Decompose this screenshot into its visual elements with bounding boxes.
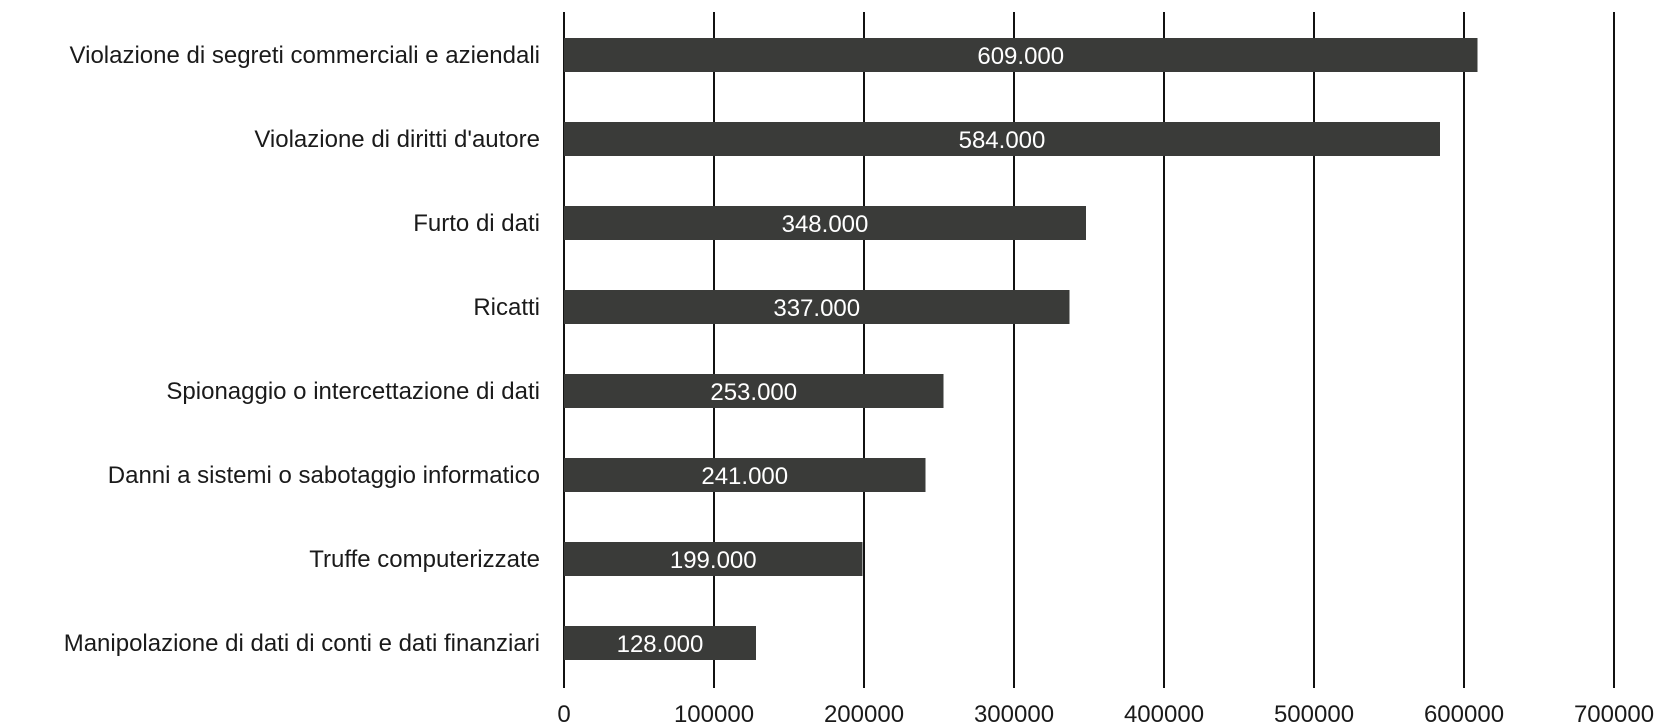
category-label: Danni a sistemi o sabotaggio informatico (108, 462, 540, 489)
bar-value-label: 337.000 (773, 295, 860, 322)
bar-value-label: 348.000 (782, 211, 869, 238)
x-tick-label: 100000 (674, 701, 754, 728)
category-label: Ricatti (473, 294, 540, 321)
bar-value-label: 253.000 (710, 379, 797, 406)
bar-value-label: 609.000 (977, 43, 1064, 70)
value-labels: 609.000 584.000 348.000 337.000 253.000 241.0… (617, 43, 1065, 658)
x-tick-labels: 0 100000 200000 300000 400000 500000 600000 700… (557, 701, 1654, 728)
category-labels: Violazione di segreti commerciali e azie… (64, 42, 540, 657)
bar (564, 38, 1478, 72)
bars (564, 38, 1478, 660)
gridlines (563, 12, 1615, 688)
x-tick-label: 600000 (1424, 701, 1504, 728)
bar-value-label: 584.000 (959, 127, 1046, 154)
bar-value-label: 199.000 (670, 547, 757, 574)
category-label: Violazione di diritti d'autore (254, 126, 540, 153)
x-tick-label: 200000 (824, 701, 904, 728)
category-label: Violazione di segreti commerciali e azie… (70, 42, 540, 69)
bar (564, 626, 756, 660)
x-tick-label: 400000 (1124, 701, 1204, 728)
x-tick-label: 500000 (1274, 701, 1354, 728)
category-label: Truffe computerizzate (309, 546, 540, 573)
bar (564, 122, 1440, 156)
category-label: Furto di dati (413, 210, 540, 237)
x-tick-label: 0 (557, 701, 570, 728)
category-label: Spionaggio o intercettazione di dati (166, 378, 540, 405)
bar-value-label: 128.000 (617, 631, 704, 658)
category-label: Manipolazione di dati di conti e dati fi… (64, 630, 540, 657)
x-tick-label: 700000 (1574, 701, 1654, 728)
x-tick-label: 300000 (974, 701, 1054, 728)
bar (564, 290, 1070, 324)
bar-value-label: 241.000 (701, 463, 788, 490)
bar (564, 206, 1086, 240)
bar (564, 374, 944, 408)
bar (564, 458, 926, 492)
bar (564, 542, 863, 576)
